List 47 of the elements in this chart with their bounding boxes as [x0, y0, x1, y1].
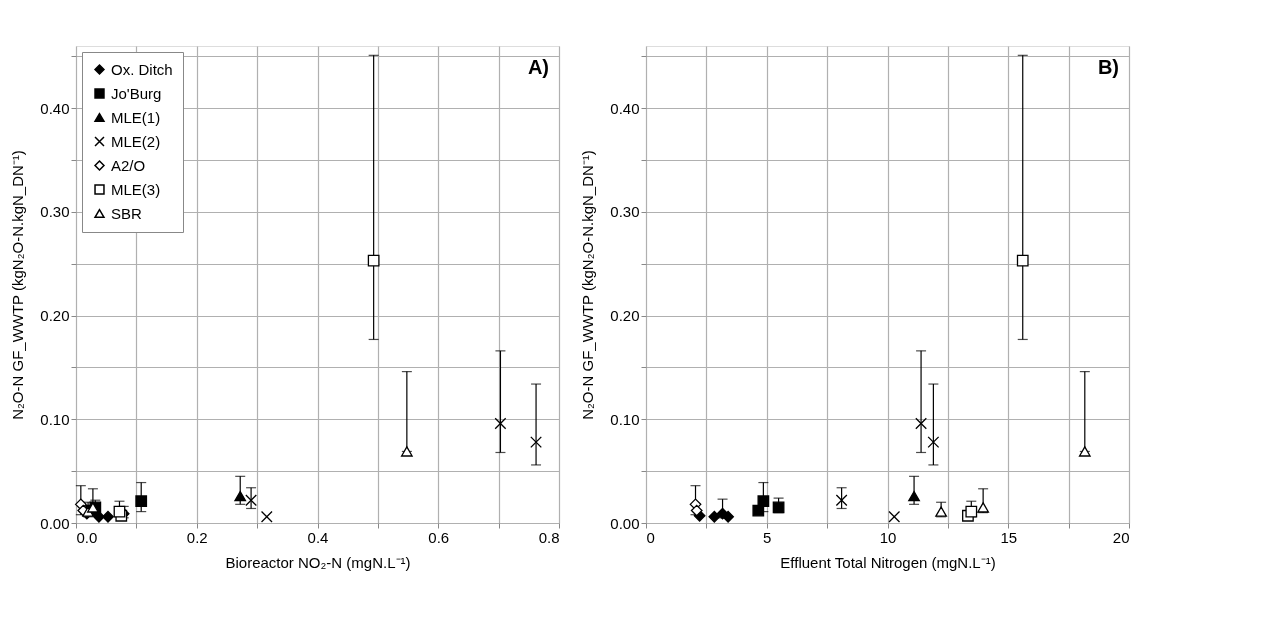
- y-tick-label: 0.00: [40, 514, 70, 532]
- point: [1078, 446, 1091, 457]
- point: [722, 510, 734, 523]
- point: [935, 506, 948, 517]
- point: [965, 505, 978, 518]
- legend-label: SBR: [111, 204, 143, 222]
- x-tick-label: 0.8: [538, 528, 560, 546]
- point: [757, 495, 770, 508]
- point: [977, 502, 990, 513]
- x-axis-title: Effluent Total Nitrogen (mgN.L⁻¹): [780, 553, 996, 571]
- point: [908, 490, 920, 502]
- y-axis-title: N₂O-N GF_WWTP (kgN₂O-N.kgN_DN⁻¹): [579, 150, 597, 420]
- y-tick-label: 0.20: [40, 307, 70, 325]
- point: [888, 510, 901, 523]
- x-tick-label: 0: [646, 528, 655, 546]
- legend-label: Ox. Ditch: [111, 60, 173, 78]
- point: [772, 501, 785, 514]
- legend-label: Jo'Burg: [111, 84, 162, 102]
- point: [915, 417, 927, 430]
- x-tick-label: 0.0: [76, 528, 98, 546]
- point: [1016, 254, 1029, 267]
- y-axis-title: N₂O-N GF_WWTP (kgN₂O-N.kgN_DN⁻¹): [9, 150, 27, 420]
- legend-label: MLE(3): [111, 180, 161, 198]
- point: [708, 510, 721, 523]
- annotation: A): [527, 56, 549, 78]
- y-tick-label: 0.30: [40, 203, 70, 221]
- point: [927, 436, 940, 449]
- x-tick-label: 0.4: [307, 528, 329, 546]
- x-tick-label: 15: [1000, 528, 1018, 546]
- y-tick-label: 0.10: [40, 410, 70, 428]
- y-tick-label: 0.20: [610, 307, 640, 325]
- y-tick-label: 0.40: [610, 99, 640, 117]
- x-tick-label: 20: [1112, 528, 1130, 546]
- annotation: B): [1097, 56, 1119, 78]
- x-tick-label: 5: [763, 528, 772, 546]
- point: [835, 494, 848, 507]
- legend-label: MLE(2): [111, 132, 161, 150]
- x-axis-title: Bioreactor NO₂-N (mgN.L⁻¹): [225, 553, 411, 571]
- x-tick-label: 10: [879, 528, 897, 546]
- x-tick-label: 0.2: [186, 528, 208, 546]
- legend-label: MLE(1): [111, 108, 161, 126]
- y-tick-label: 0.40: [40, 99, 70, 117]
- y-tick-label: 0.10: [610, 410, 640, 428]
- y-tick-label: 0.30: [610, 203, 640, 221]
- x-tick-label: 0.6: [428, 528, 450, 546]
- y-tick-label: 0.00: [610, 514, 640, 532]
- legend-label: A2/O: [111, 156, 146, 174]
